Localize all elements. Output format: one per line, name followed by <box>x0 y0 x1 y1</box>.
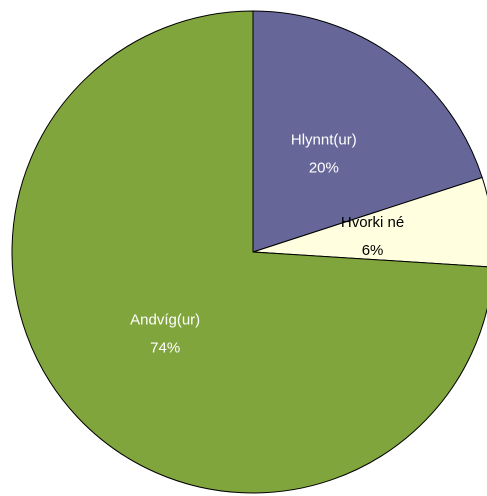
slice-label: Andvíg(ur) <box>130 311 200 328</box>
pie-slice <box>11 10 487 494</box>
slice-label: Hvorki né <box>341 214 404 231</box>
slice-label: Hlynnt(ur) <box>291 131 357 148</box>
slice-value-label: 20% <box>309 159 339 176</box>
pie-slice <box>252 176 487 268</box>
pie-slice <box>252 10 483 253</box>
slice-value-label: 6% <box>362 242 384 259</box>
slice-value-label: 74% <box>150 339 180 356</box>
